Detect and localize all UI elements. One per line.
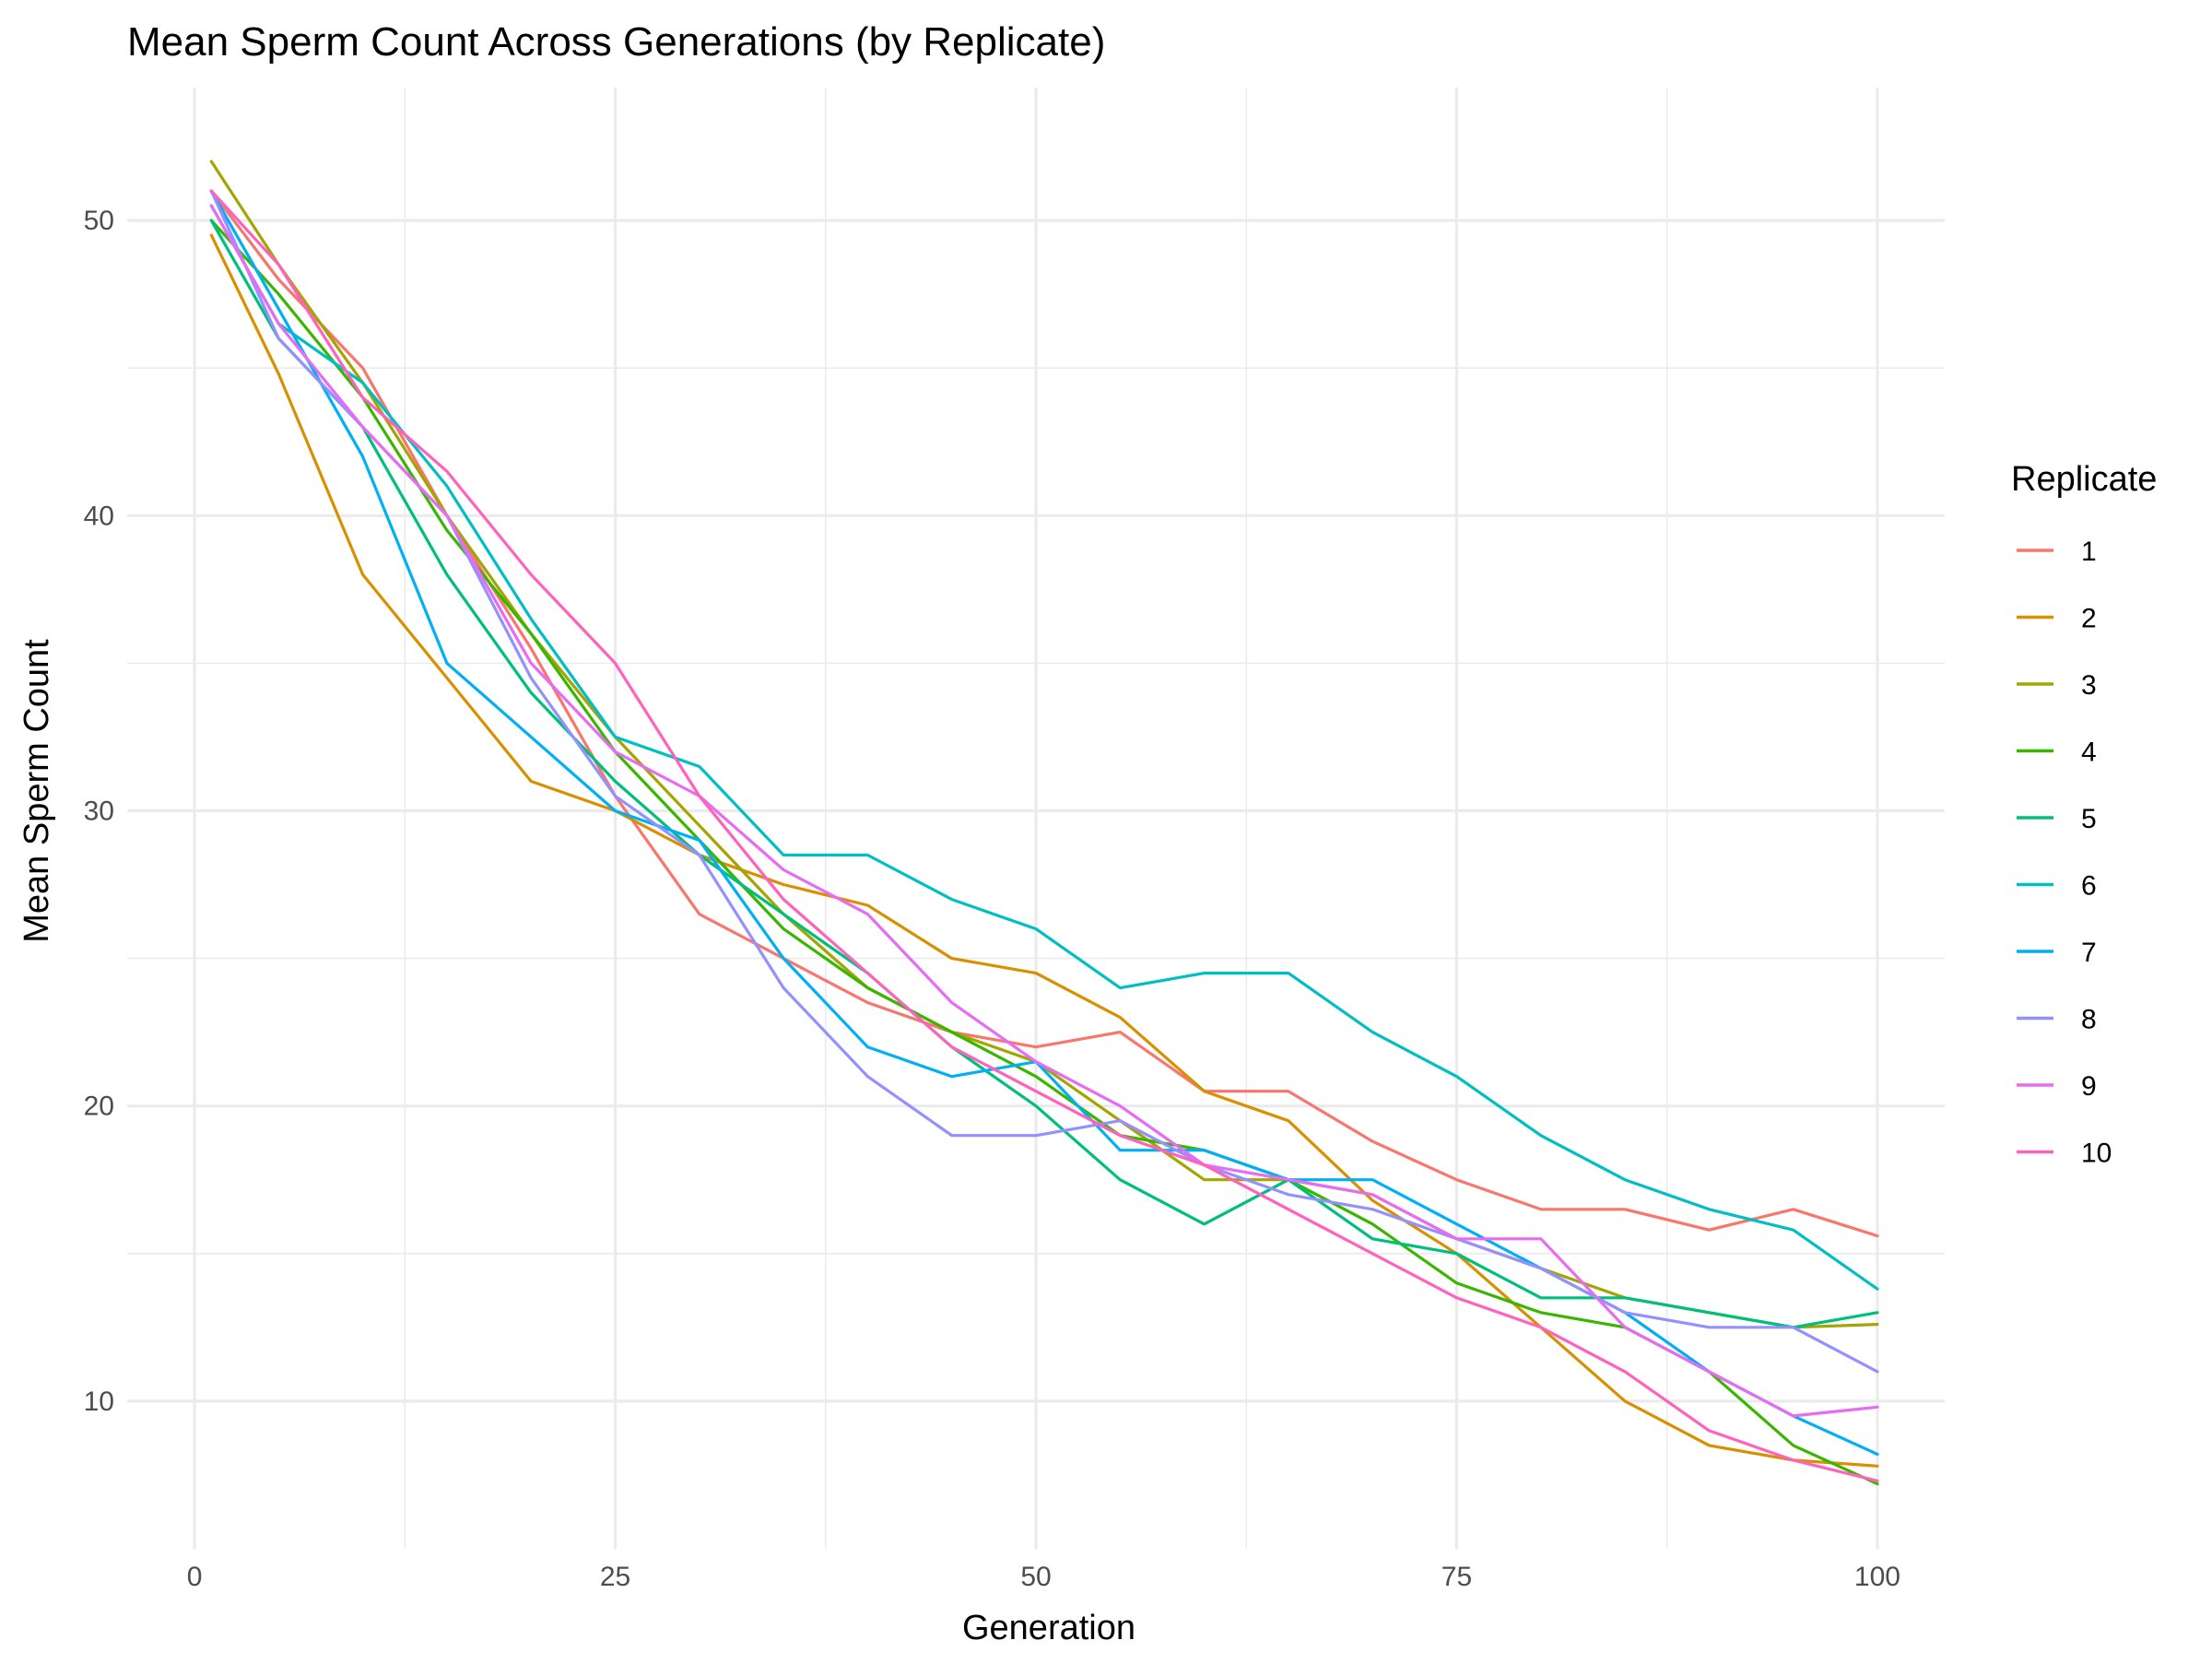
y-axis-label: Mean Sperm Count [18,639,56,943]
y-tick-label: 20 [84,1092,114,1122]
y-axis-ticks: 10 20 30 40 50 [84,206,114,1417]
series-line-2 [209,233,1879,1468]
x-tick-label: 25 [600,1562,630,1592]
y-tick-label: 50 [84,206,114,236]
legend-label-6: 6 [2081,871,2097,902]
series-line-6 [209,204,1879,1291]
x-tick-label: 50 [1020,1562,1051,1592]
legend-label-8: 8 [2081,1005,2097,1035]
major-grid [127,88,1945,1549]
legend: Replicate 1 2 3 4 5 6 7 8 9 10 [2011,460,2157,1169]
x-axis-ticks: 0 25 50 75 100 [187,1562,1900,1592]
legend-label-3: 3 [2081,670,2097,701]
legend-label-9: 9 [2081,1071,2097,1102]
legend-label-2: 2 [2081,604,2097,634]
legend-label-5: 5 [2081,804,2097,834]
legend-items: 1 2 3 4 5 6 7 8 9 10 [2017,537,2112,1169]
series-line-7 [209,189,1879,1457]
chart-title: Mean Sperm Count Across Generations (by … [127,19,1105,65]
series-line-5 [209,218,1879,1329]
y-tick-label: 10 [84,1387,114,1417]
legend-label-10: 10 [2081,1139,2112,1169]
series-lines [209,159,1879,1486]
legend-label-4: 4 [2081,738,2097,768]
series-line-10 [209,189,1879,1483]
legend-label-1: 1 [2081,537,2097,567]
x-tick-label: 0 [187,1562,203,1592]
y-tick-label: 30 [84,796,114,826]
legend-title: Replicate [2011,460,2157,499]
x-axis-label: Generation [962,1609,1135,1647]
series-line-4 [209,218,1879,1486]
legend-label-7: 7 [2081,938,2097,968]
x-tick-label: 100 [1854,1562,1900,1592]
x-tick-label: 75 [1441,1562,1472,1592]
y-tick-label: 40 [84,501,114,531]
series-line-3 [209,159,1879,1329]
series-line-9 [209,204,1879,1418]
series-line-1 [209,189,1879,1238]
